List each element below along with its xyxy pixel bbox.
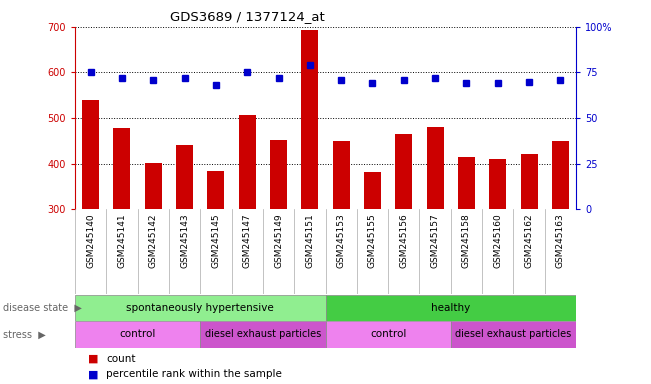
- Bar: [364, 172, 381, 209]
- Bar: [207, 171, 225, 209]
- Text: spontaneously hypertensive: spontaneously hypertensive: [126, 303, 274, 313]
- Bar: [450, 321, 576, 348]
- Bar: [238, 115, 256, 209]
- Text: control: control: [119, 329, 156, 339]
- Text: GSM245155: GSM245155: [368, 214, 377, 268]
- Text: diesel exhaust particles: diesel exhaust particles: [204, 329, 321, 339]
- Bar: [521, 154, 538, 209]
- Bar: [75, 295, 326, 321]
- Bar: [395, 134, 413, 209]
- Bar: [326, 321, 450, 348]
- Text: percentile rank within the sample: percentile rank within the sample: [106, 369, 282, 379]
- Text: stress  ▶: stress ▶: [3, 329, 46, 339]
- Text: GSM245151: GSM245151: [305, 214, 314, 268]
- Text: GSM245142: GSM245142: [148, 214, 158, 268]
- Text: ■: ■: [88, 369, 98, 379]
- Text: healthy: healthy: [431, 303, 471, 313]
- Text: GSM245140: GSM245140: [86, 214, 95, 268]
- Text: ■: ■: [88, 354, 98, 364]
- Bar: [552, 141, 569, 209]
- Bar: [270, 140, 287, 209]
- Text: GSM245141: GSM245141: [117, 214, 126, 268]
- Text: GSM245145: GSM245145: [212, 214, 220, 268]
- Bar: [489, 159, 506, 209]
- Bar: [426, 127, 444, 209]
- Text: GSM245147: GSM245147: [243, 214, 252, 268]
- Bar: [201, 321, 326, 348]
- Text: GSM245143: GSM245143: [180, 214, 189, 268]
- Bar: [113, 128, 130, 209]
- Bar: [333, 141, 350, 209]
- Text: disease state  ▶: disease state ▶: [3, 303, 82, 313]
- Text: count: count: [106, 354, 135, 364]
- Text: GSM245157: GSM245157: [431, 214, 439, 268]
- Text: GSM245156: GSM245156: [399, 214, 408, 268]
- Bar: [326, 295, 576, 321]
- Text: GSM245158: GSM245158: [462, 214, 471, 268]
- Text: GSM245149: GSM245149: [274, 214, 283, 268]
- Text: GSM245153: GSM245153: [337, 214, 346, 268]
- Text: control: control: [370, 329, 406, 339]
- Bar: [145, 163, 162, 209]
- Text: diesel exhaust particles: diesel exhaust particles: [455, 329, 572, 339]
- Bar: [176, 146, 193, 209]
- Bar: [301, 30, 318, 209]
- Bar: [458, 157, 475, 209]
- Text: GSM245160: GSM245160: [493, 214, 503, 268]
- Text: GSM245163: GSM245163: [556, 214, 565, 268]
- Text: GDS3689 / 1377124_at: GDS3689 / 1377124_at: [170, 10, 325, 23]
- Bar: [75, 321, 201, 348]
- Bar: [82, 100, 99, 209]
- Text: GSM245162: GSM245162: [525, 214, 534, 268]
